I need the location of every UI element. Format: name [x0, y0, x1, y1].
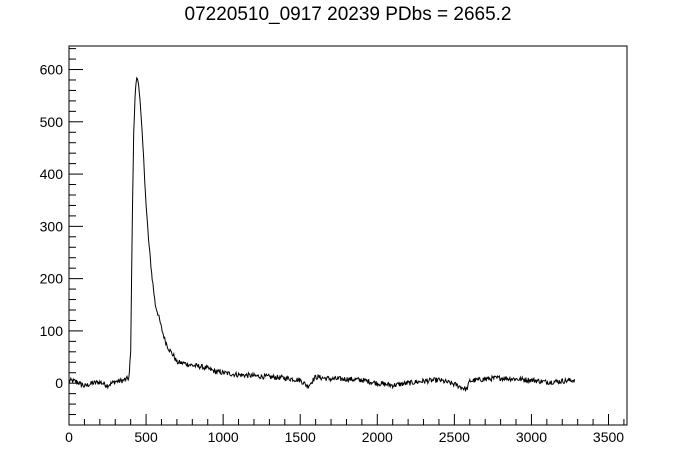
axis-layer: 0 500 1000 1500 2000 2500 3000 3500 0 100 200 300 40…: [40, 48, 625, 445]
plot-frame: [68, 45, 628, 426]
y-tick-label: 400: [40, 166, 64, 182]
x-tick-label: 1000: [208, 429, 239, 445]
y-tick-label: 300: [40, 218, 64, 234]
y-tick-label: 0: [55, 375, 63, 391]
x-tick-label: 2000: [362, 429, 393, 445]
chart-title: 07220510_0917 20239 PDbs = 2665.2: [184, 4, 512, 25]
y-tick-label: 200: [40, 271, 64, 287]
y-tick-label: 100: [40, 323, 64, 339]
y-tick-label: 600: [40, 62, 64, 78]
x-tick-label: 3500: [593, 429, 624, 445]
x-tick-label: 500: [134, 429, 158, 445]
x-tick-label: 1500: [285, 429, 316, 445]
x-tick-label: 2500: [439, 429, 470, 445]
series-line: [68, 76, 576, 392]
y-tick-label: 500: [40, 114, 64, 130]
x-tick-label: 3000: [516, 429, 547, 445]
x-tick-label: 0: [65, 429, 73, 445]
